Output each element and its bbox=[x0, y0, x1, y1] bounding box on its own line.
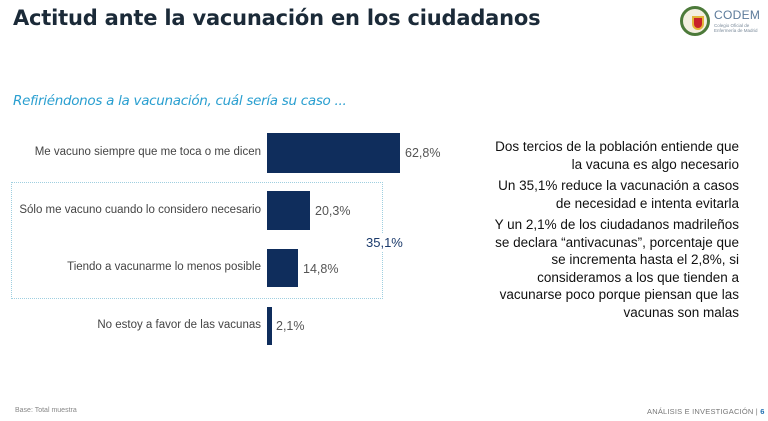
logo-subtitle: Colegio Oficial de Enfermería de Madrid bbox=[714, 23, 758, 33]
insight-note: Un 35,1% reduce la vacunación a casos de… bbox=[498, 178, 739, 211]
chart-row: Sólo me vacuno cuando lo considero neces… bbox=[0, 191, 480, 231]
bar-value: 20,3% bbox=[315, 204, 351, 218]
bar-value: 2,1% bbox=[276, 319, 305, 333]
page-title: Actitud ante la vacunación en los ciudad… bbox=[13, 6, 541, 30]
codem-logo: CODEM Colegio Oficial de Enfermería de M… bbox=[680, 6, 762, 38]
row-label: Sólo me vacuno cuando lo considero neces… bbox=[19, 204, 261, 216]
footer-section: ANÁLISIS E INVESTIGACIÓN | 6 bbox=[647, 407, 765, 416]
insights-panel: Dos tercios de la población entiende que… bbox=[488, 138, 739, 325]
row-label: Tiendo a vacunarme lo menos posible bbox=[67, 261, 261, 273]
bar bbox=[267, 133, 400, 173]
insight-note: Y un 2,1% de los ciudadanos madrileños s… bbox=[494, 217, 739, 320]
codem-emblem-icon bbox=[680, 6, 710, 36]
chart-question: Refiriéndonos a la vacunación, cuál serí… bbox=[13, 93, 347, 109]
bar bbox=[267, 191, 310, 230]
bar-value: 62,8% bbox=[405, 146, 441, 160]
bar bbox=[267, 249, 298, 287]
page-number: 6 bbox=[760, 407, 765, 416]
logo-name: CODEM bbox=[714, 8, 761, 22]
footer-section-label: ANÁLISIS E INVESTIGACIÓN | bbox=[647, 407, 758, 416]
row-label: Me vacuno siempre que me toca o me dicen bbox=[34, 146, 261, 158]
footer-base-note: Base: Total muestra bbox=[15, 407, 77, 414]
bar-value: 14,8% bbox=[303, 262, 339, 276]
chart-row: Me vacuno siempre que me toca o me dicen… bbox=[0, 133, 480, 173]
row-label: No estoy a favor de las vacunas bbox=[97, 319, 261, 331]
group-total-label: 35,1% bbox=[364, 234, 405, 251]
chart-row: Tiendo a vacunarme lo menos posible 14,8… bbox=[0, 249, 480, 289]
bar bbox=[267, 307, 272, 345]
chart-row: No estoy a favor de las vacunas 2,1% bbox=[0, 307, 480, 347]
shield-icon bbox=[692, 16, 704, 30]
insight-note: Dos tercios de la población entiende que… bbox=[495, 139, 739, 172]
